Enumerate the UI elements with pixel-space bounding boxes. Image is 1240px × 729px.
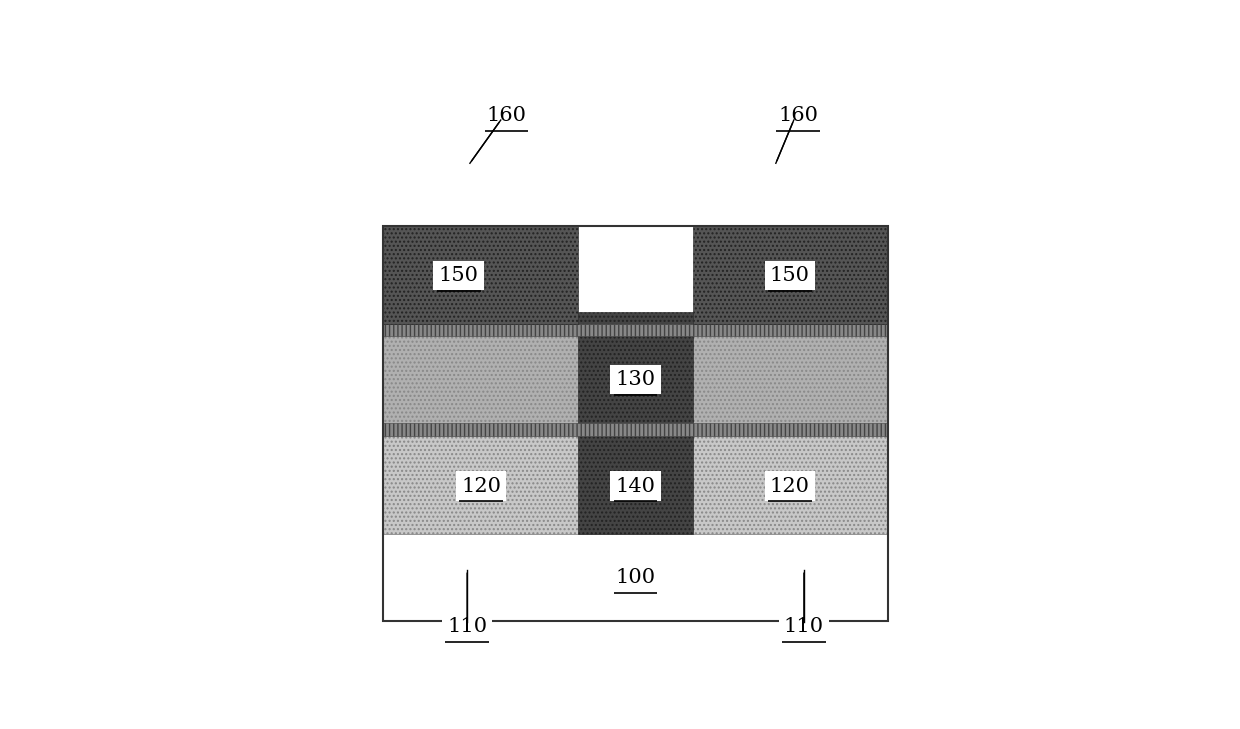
Bar [383, 435, 578, 534]
Text: 150: 150 [439, 266, 479, 285]
Text: 160: 160 [486, 106, 527, 125]
Text: 120: 120 [770, 477, 810, 496]
Bar [578, 312, 693, 534]
Text: 120: 120 [461, 477, 501, 496]
Bar [383, 225, 578, 324]
Bar [383, 324, 888, 336]
Bar [383, 423, 888, 435]
Bar [383, 534, 888, 621]
Text: 110: 110 [784, 617, 823, 636]
Bar [693, 435, 888, 534]
Bar [383, 336, 888, 423]
Text: 150: 150 [770, 266, 810, 285]
Text: 160: 160 [779, 106, 818, 125]
Bar [383, 225, 888, 621]
Text: 100: 100 [615, 568, 656, 587]
Text: 110: 110 [448, 617, 487, 636]
Text: 130: 130 [615, 370, 656, 389]
Text: 140: 140 [615, 477, 656, 496]
Bar [693, 225, 888, 324]
